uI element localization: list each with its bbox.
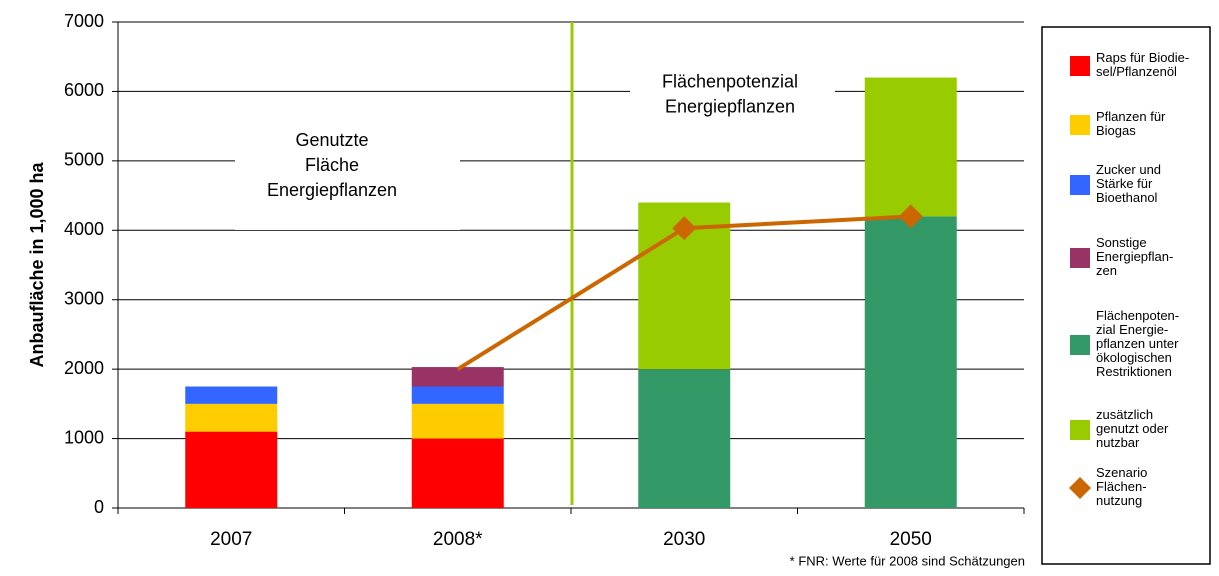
legend-label: Sonstige Energiepflan-zen	[1096, 235, 1173, 278]
bar-segment	[411, 438, 504, 508]
bar-segment	[411, 367, 504, 387]
bar-segment	[411, 403, 504, 439]
legend-label: Zucker und Stärke für Bioethanol	[1096, 162, 1161, 205]
y-axis-label: Anbaufläche in 1,000 ha	[27, 161, 47, 367]
bar-segment	[185, 386, 278, 404]
annotation: Flächenpotenzial Energiepflanzen	[662, 71, 798, 116]
y-tick-label: 7000	[64, 11, 104, 31]
annotation: Genutzte Fläche Energiepflanzen	[267, 130, 397, 200]
grid	[118, 21, 1024, 440]
scenario-marker	[672, 216, 697, 241]
bar-segment	[638, 369, 731, 508]
legend-swatch	[1070, 335, 1090, 355]
legend-label: Szenario Flächen-nutzung	[1096, 465, 1147, 508]
bar-segment	[864, 216, 957, 508]
y-tick-label: 6000	[64, 80, 104, 100]
y-tick-label: 5000	[64, 150, 104, 170]
bar-segment	[864, 77, 957, 217]
bar-segment	[185, 403, 278, 432]
y-tick-label: 3000	[64, 288, 104, 308]
legend-swatch	[1070, 115, 1090, 135]
legend-swatch	[1070, 175, 1090, 195]
legend-swatch	[1069, 477, 1091, 499]
legend-swatch	[1070, 248, 1090, 268]
legend-label: zusätzlich genutzt oder nutzbar	[1096, 407, 1169, 450]
x-tick-label: 2008*	[433, 529, 483, 550]
y-tick-label: 4000	[64, 219, 104, 239]
footnote: * FNR: Werte für 2008 sind Schätzungen	[790, 553, 1025, 568]
annotation-bg	[630, 68, 835, 130]
annotation-bg	[235, 130, 460, 230]
y-tick-label: 0	[94, 497, 104, 517]
y-tick-label: 2000	[64, 358, 104, 378]
bar-segment	[185, 431, 278, 508]
legend-label: Pflanzen für Biogas	[1096, 109, 1166, 138]
y-tick-label: 1000	[64, 427, 104, 447]
x-tick-label: 2030	[663, 529, 705, 550]
x-tick-label: 2050	[890, 529, 932, 550]
x-tick-label: 2007	[210, 529, 252, 550]
scenario-marker	[898, 204, 923, 229]
legend-label: Flächenpoten-zial Energie-pflanzen unter…	[1096, 308, 1179, 379]
legend-label: Raps für Biodie-sel/Pflanzenöl	[1096, 50, 1189, 79]
legend-swatch	[1070, 56, 1090, 76]
bar-segment	[411, 386, 504, 404]
legend-swatch	[1070, 420, 1090, 440]
